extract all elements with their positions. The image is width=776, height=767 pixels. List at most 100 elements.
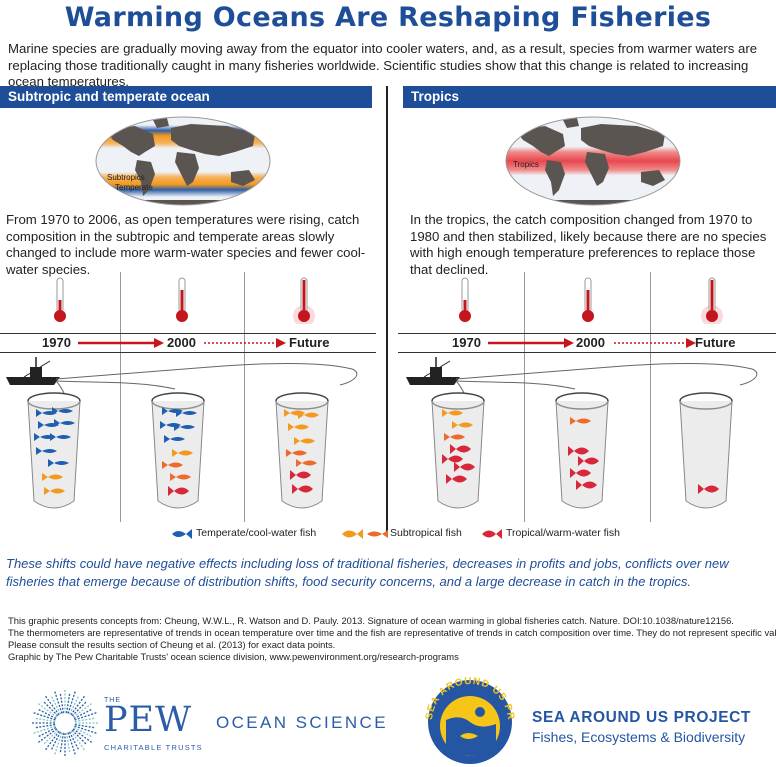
fishing-boat-icon [6,357,60,385]
temperate-fish-icon [162,407,183,415]
right-year-2000: 2000 [576,335,605,350]
conclusion-text: These shifts could have negative effects… [6,556,729,589]
tropical-fish-icon [482,529,502,539]
tropical-fish-icon [576,480,597,490]
fishing-net-2000 [555,392,609,509]
tropical-fish-icon [698,484,719,494]
map-label-subtropics: Subtropics [107,173,145,182]
temperate-fish-icon [36,447,57,455]
tropical-fish-icon [568,446,589,456]
subtropical-fish-icon [288,423,309,431]
center-divider [386,86,388,536]
thermometer-icon [701,277,723,324]
left-fishing-scene [6,357,358,509]
right-fishing-scene [406,357,758,509]
thermometer-icon [293,277,315,324]
temperate-fish-icon [54,419,75,427]
subtropical-fish-icon [442,409,463,417]
subtropical-fish-icon [172,449,193,457]
left-timeline-bottom-line [0,352,376,353]
right-arrow-dotted [614,338,696,348]
page-title: Warming Oceans Are Reshaping Fisheries [64,2,712,33]
left-description: From 1970 to 2006, as open temperatures … [6,212,366,277]
subtropical-fish-icon [444,433,465,441]
legend-temperate: Temperate/cool-water fish [196,527,317,539]
subtropical-fish-icon [296,459,317,467]
footnote-2: The thermometers are representative of t… [8,627,776,638]
footnote-3: Please consult the results section of Ch… [8,639,336,650]
map-label-tropics: Tropics [513,160,539,169]
tropical-fish-icon [442,454,463,464]
subtropical-fish-icon [42,473,63,481]
temperate-fish-icon [34,433,55,441]
map-label-temperate: Temperate [115,183,153,192]
left-world-map: Subtropics Temperate [95,116,271,206]
temperate-fish-icon [164,435,185,443]
pew-subtitle: CHARITABLE TRUSTS [104,743,203,752]
subtropical-fish-icon [570,417,591,425]
fishing-net-future [679,392,733,509]
tropical-fish-icon [446,474,467,484]
footnote-4: Graphic by The Pew Charitable Trusts' oc… [8,651,459,662]
subtropical-fish-icon [452,421,473,429]
pew-name: PEW [104,700,193,740]
subtropical-fish-icon [342,529,388,539]
ocean-science-label: OCEAN SCIENCE [216,713,388,732]
sea-around-us-seal-icon: SEA AROUND US PROJECT [420,670,515,764]
thermometer-icon [176,277,188,322]
right-section-header: Tropics [403,86,776,108]
subtropical-fish-icon [298,411,319,419]
subtropical-fish-icon [170,473,191,481]
fishing-net-1970 [431,392,485,509]
footnote-1: This graphic presents concepts from: Che… [8,615,734,626]
left-section-header: Subtropic and temperate ocean [0,86,372,108]
thermometer-icon [582,277,594,322]
sau-subtitle: Fishes, Ecosystems & Biodiversity [532,729,746,745]
temperate-fish-icon [52,407,73,415]
temperate-fish-icon [172,529,192,539]
left-year-future: Future [289,335,330,350]
tropical-fish-icon [454,462,475,472]
subtropical-fish-icon [294,437,315,445]
tropical-fish-icon [292,484,313,494]
right-year-1970: 1970 [452,335,481,350]
sau-title: SEA AROUND US PROJECT [532,709,752,726]
fishing-net-2000 [151,392,205,509]
temperate-fish-icon [176,409,197,417]
subtropical-fish-icon [162,461,183,469]
tropical-fish-icon [578,456,599,466]
left-timeline-top-line [0,333,376,334]
temperate-fish-icon [50,433,71,441]
temperate-fish-icon [174,423,195,431]
tropical-fish-icon [570,468,591,478]
temperate-fish-icon [48,459,69,467]
left-arrow-solid [78,338,164,348]
right-timeline-top-line [398,333,776,334]
left-column-divider-2 [244,272,245,522]
right-description: In the tropics, the catch composition ch… [410,212,767,277]
temperate-fish-icon [160,421,181,429]
left-year-2000: 2000 [167,335,196,350]
left-year-1970: 1970 [42,335,71,350]
intro-text: Marine species are gradually moving away… [8,41,758,89]
right-arrow-solid [488,338,574,348]
thermometer-icon [54,277,66,322]
subtropical-fish-icon [44,487,65,495]
right-column-divider-1 [524,272,525,522]
pew-the: THE [104,697,121,704]
legend-subtropical: Subtropical fish [390,527,462,539]
right-column-divider-2 [650,272,651,522]
tropical-fish-icon [290,470,311,480]
subtropical-fish-icon [286,449,307,457]
tropical-fish-icon [168,486,189,496]
left-arrow-dotted [204,338,286,348]
temperate-fish-icon [38,421,59,429]
fish-legend: Temperate/cool-water fish Subtropical fi… [170,526,776,544]
legend-tropical: Tropical/warm-water fish [506,527,620,539]
fishing-net-1970 [27,392,81,509]
right-timeline-bottom-line [398,352,776,353]
left-column-divider-1 [120,272,121,522]
pew-sunburst-logo-icon [32,690,98,756]
thermometer-icon [459,277,471,322]
fishing-boat-icon [406,357,460,385]
